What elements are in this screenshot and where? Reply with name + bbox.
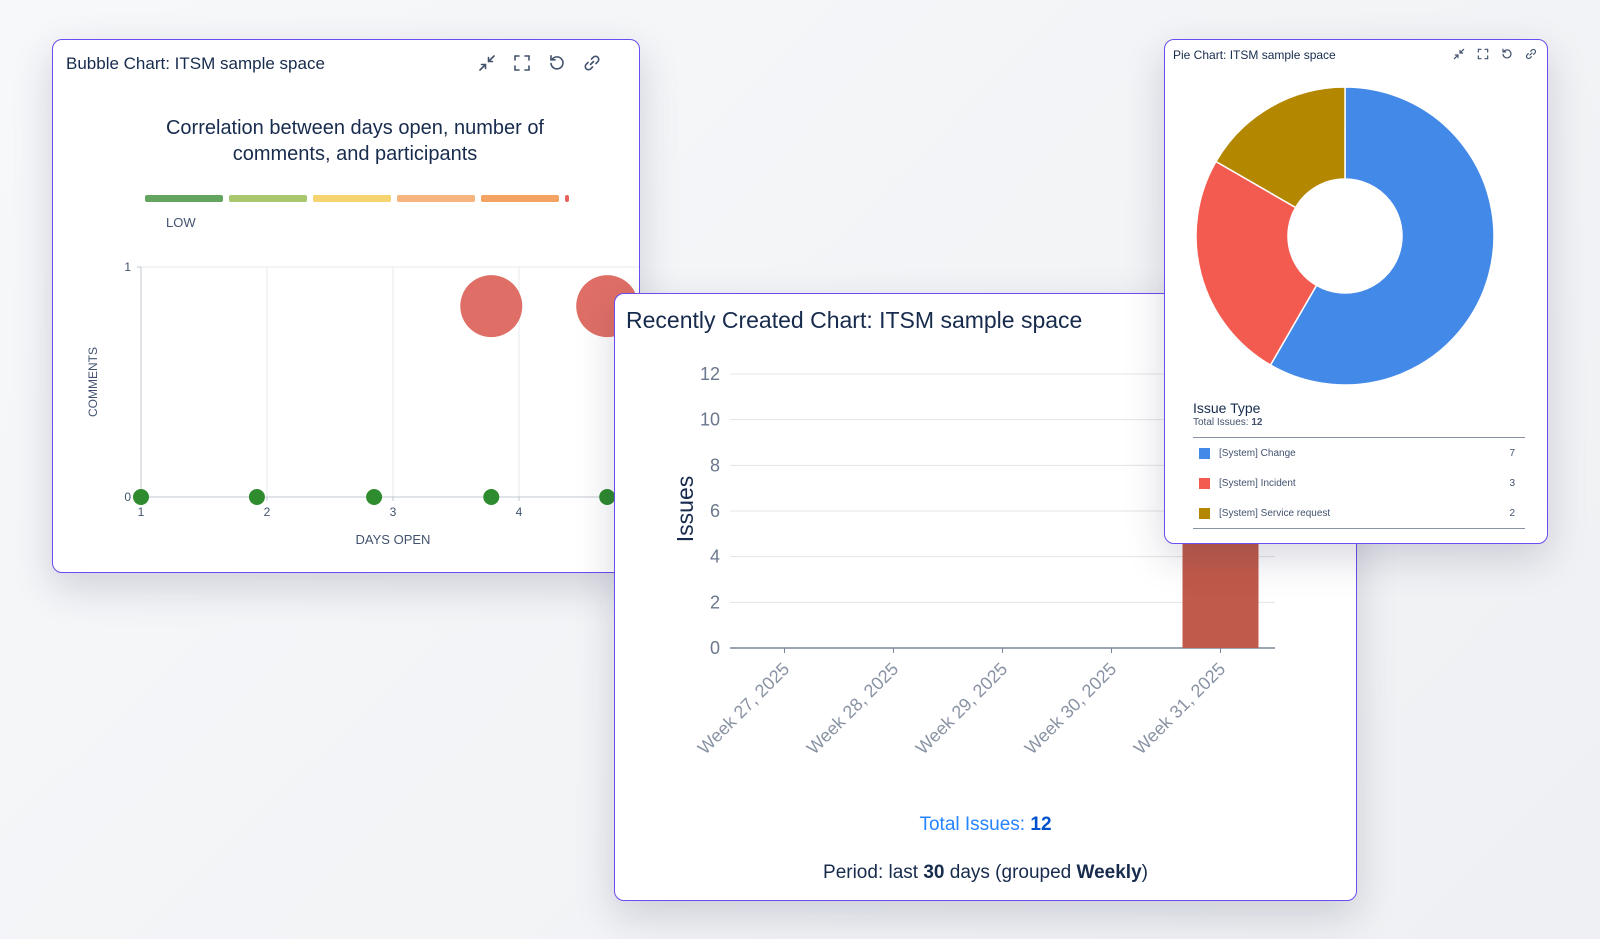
y-tick-label: 1 (124, 260, 131, 274)
bubble-point (133, 489, 149, 505)
x-tick-label: 2 (264, 505, 271, 519)
collapse-icon[interactable] (476, 52, 498, 74)
legend-count: 2 (1509, 507, 1515, 519)
bubble-card-toolbar (476, 52, 603, 74)
legend-label: [System] Incident (1219, 477, 1296, 489)
pie-chart-card: Pie Chart: ITSM sample space (1164, 39, 1548, 544)
bubble-chart-card: Bubble Chart: ITSM sample space (52, 39, 640, 573)
bubble-y-axis-label: COMMENTS (86, 347, 100, 417)
y-tick-label: 4 (710, 547, 720, 567)
color-scale-label: LOW (166, 215, 196, 230)
y-tick-label: 2 (710, 592, 720, 612)
bubble-card-title: Bubble Chart: ITSM sample space (66, 54, 325, 73)
x-tick-label: Week 27, 2025 (694, 659, 794, 759)
bar-y-axis-label: Issues (672, 476, 698, 542)
collapse-icon[interactable] (1450, 46, 1467, 62)
x-tick-label: 1 (138, 505, 145, 519)
legend-label: [System] Change (1219, 447, 1296, 459)
refresh-icon[interactable] (1498, 46, 1515, 62)
pie-chart (1195, 86, 1495, 386)
legend-total-label: Total Issues: (1193, 417, 1249, 428)
x-tick-label: Week 28, 2025 (803, 659, 903, 759)
bubble-point (599, 489, 616, 505)
link-icon[interactable] (1522, 46, 1539, 62)
x-tick-label: 3 (390, 505, 397, 519)
refresh-icon[interactable] (546, 52, 568, 74)
legend-item[interactable]: [System] Service request 2 (1193, 498, 1525, 528)
y-tick-label: 0 (124, 490, 131, 504)
bubble-point (483, 489, 500, 505)
color-scale-segment (565, 195, 569, 202)
y-tick-label: 10 (700, 410, 720, 430)
legend-label: [System] Service request (1219, 507, 1331, 519)
period-group: Weekly (1076, 862, 1142, 883)
x-tick-label: 4 (516, 505, 523, 519)
legend-title: Issue Type (1193, 400, 1261, 416)
pie-slice (1195, 160, 1318, 367)
x-tick-label: Week 30, 2025 (1021, 659, 1121, 759)
bubble-point (248, 489, 265, 505)
color-scale (145, 195, 569, 202)
total-issues-value: 12 (1030, 814, 1052, 835)
period-prefix: Period: last (823, 862, 919, 883)
bubble-point (460, 275, 523, 338)
period-days: 30 (923, 862, 945, 883)
link-icon[interactable] (581, 52, 603, 74)
expand-icon[interactable] (511, 52, 533, 74)
color-scale-segment (313, 195, 391, 202)
period-suffix: ) (1141, 862, 1148, 883)
expand-icon[interactable] (1474, 46, 1491, 62)
pie-slice (1214, 86, 1346, 209)
legend-swatch (1199, 477, 1210, 489)
color-scale-segment (145, 195, 223, 202)
total-issues-label: Total Issues: (919, 814, 1026, 835)
legend-item[interactable]: [System] Incident 3 (1193, 468, 1525, 498)
legend-total-value: 12 (1251, 417, 1263, 428)
pie-legend: [System] Change 7 [System] Incident 3 [Syste… (1193, 437, 1525, 529)
bubble-plot-area: 1 2 3 401 (124, 260, 639, 519)
bubble-chart-title-line2: comments, and participants (233, 143, 478, 165)
bubble-point (366, 489, 383, 505)
pie-card-toolbar (1450, 46, 1539, 62)
bar-card-title: Recently Created Chart: ITSM sample spac… (626, 307, 1083, 333)
bubble-chart: Correlation between days open, number of… (86, 117, 639, 547)
period-line: Period: last 30 days (grouped Weekly) (615, 862, 1356, 884)
color-scale-segment (397, 195, 475, 202)
legend-total: Total Issues: 12 (1193, 417, 1263, 428)
y-tick-label: 12 (700, 364, 720, 384)
y-tick-label: 0 (710, 638, 720, 658)
y-tick-label: 8 (710, 455, 720, 475)
bubble-x-axis-label: DAYS OPEN (356, 532, 431, 547)
y-tick-label: 6 (710, 501, 720, 521)
bubble-chart-title-line1: Correlation between days open, number of (166, 117, 544, 139)
legend-swatch (1199, 447, 1210, 459)
legend-count: 3 (1509, 477, 1515, 489)
color-scale-segment (481, 195, 559, 202)
legend-count: 7 (1509, 447, 1515, 459)
legend-item[interactable]: [System] Change 7 (1193, 438, 1525, 468)
legend-swatch (1199, 507, 1210, 519)
total-issues-line: Total Issues: 12 (615, 814, 1356, 836)
period-middle: days (grouped (949, 862, 1072, 883)
x-tick-label: Week 31, 2025 (1130, 659, 1230, 759)
color-scale-segment (229, 195, 307, 202)
pie-card-title: Pie Chart: ITSM sample space (1173, 48, 1336, 62)
x-tick-label: Week 29, 2025 (912, 659, 1012, 759)
pie-slice (1269, 86, 1495, 386)
